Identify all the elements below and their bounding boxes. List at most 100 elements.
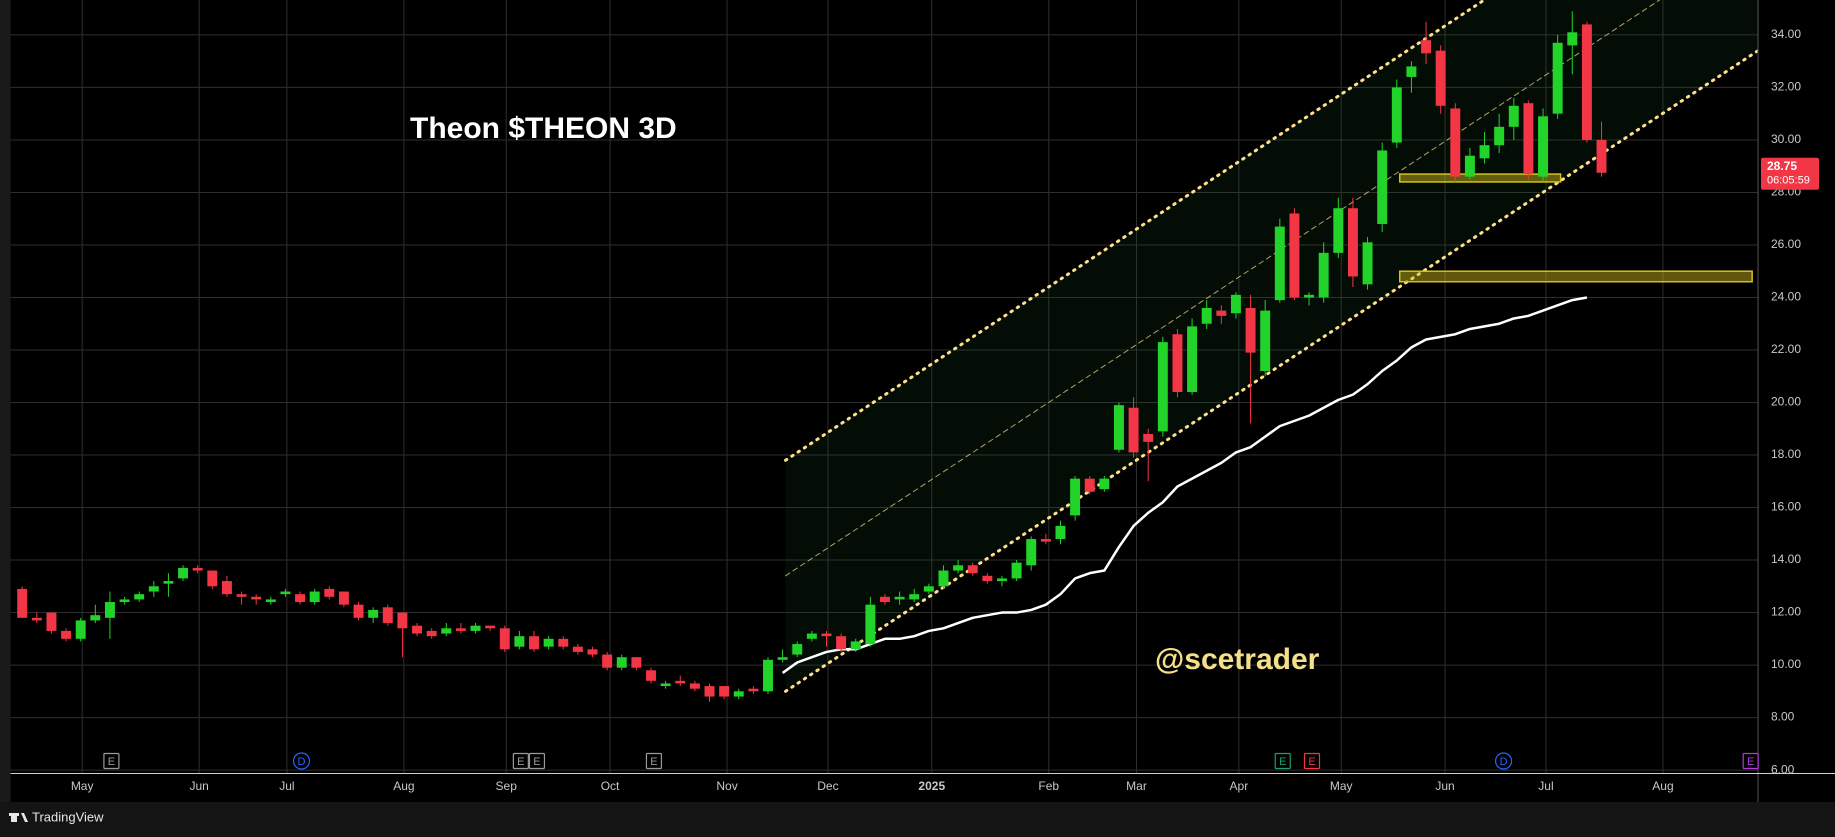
footer-logo: [9, 813, 28, 822]
event-label: E: [1279, 756, 1286, 768]
candle-body: [689, 683, 700, 689]
candle-body: [1026, 539, 1037, 566]
candle-body: [1596, 139, 1607, 173]
event-label: E: [1747, 756, 1754, 768]
event-marker[interactable]: E: [103, 752, 120, 770]
x-tick-label: Apr: [1230, 779, 1249, 793]
last-price-box: [1761, 157, 1819, 190]
candle-body: [1494, 126, 1505, 146]
candle-body: [1347, 208, 1358, 277]
x-tick-label: Feb: [1038, 779, 1059, 793]
event-marker[interactable]: D: [1494, 752, 1513, 770]
candle-body: [1245, 307, 1256, 353]
candle-body: [529, 636, 539, 650]
x-tick-label: 2025: [918, 779, 945, 793]
candle-body: [192, 567, 203, 571]
candle-body: [1508, 105, 1519, 127]
channel-upper: [784, 0, 1487, 462]
event-badge: [645, 752, 663, 770]
candle-body: [996, 578, 1007, 582]
y-tick-label: 32.00: [1771, 80, 1801, 94]
candle-body: [221, 581, 232, 595]
event-marker[interactable]: D: [292, 752, 311, 770]
event-marker[interactable]: E: [512, 752, 529, 770]
footer-brand[interactable]: TradingView: [32, 809, 104, 824]
candle-body: [1406, 66, 1417, 77]
candle-body: [938, 570, 949, 587]
candle-body: [163, 581, 174, 584]
candle-body: [61, 630, 72, 639]
candle-body: [75, 620, 86, 639]
candle-body: [1172, 334, 1183, 393]
candle-body: [17, 588, 28, 618]
event-badge: [1742, 752, 1759, 770]
candle-body: [953, 565, 964, 571]
event-marker[interactable]: E: [645, 752, 663, 770]
event-badge: [528, 752, 546, 770]
candle-body: [90, 615, 101, 621]
x-tick-label: Aug: [1652, 779, 1673, 793]
candle-body: [646, 670, 656, 681]
event-badge: [1303, 752, 1321, 770]
candle-body: [485, 625, 496, 629]
y-tick-label: 26.00: [1771, 237, 1801, 251]
candle-body: [792, 644, 803, 655]
candle-body: [31, 617, 42, 621]
event-label: E: [108, 756, 115, 768]
candle-body: [1260, 310, 1271, 371]
candle-body: [1450, 108, 1461, 177]
candle-body: [1391, 87, 1402, 143]
x-tick-label: Aug: [393, 779, 414, 793]
event-marker[interactable]: E: [1742, 752, 1759, 770]
candle-body: [119, 599, 130, 603]
candle-body: [821, 633, 832, 637]
event-label: E: [517, 756, 524, 768]
candle-body: [1289, 213, 1300, 298]
candle-body: [1523, 103, 1534, 175]
support-zone: [1398, 173, 1562, 183]
candle-body: [748, 688, 759, 692]
event-label: E: [650, 756, 657, 768]
footer-bar: [0, 802, 1835, 837]
candle-body: [309, 591, 320, 603]
candle-body: [338, 591, 349, 605]
event-badge: [1274, 752, 1291, 770]
candle-body: [777, 657, 788, 660]
event-marker[interactable]: E: [1274, 752, 1291, 770]
candle-body: [1084, 478, 1095, 492]
y-tick-label: 8.00: [1771, 710, 1795, 724]
candle-body: [1099, 478, 1110, 490]
candle-body: [865, 604, 876, 645]
x-tick-label: Dec: [817, 779, 838, 793]
x-tick-label: Jun: [1435, 779, 1454, 793]
candle-body: [426, 630, 437, 637]
channel-fill: [785, 0, 1758, 692]
candle-body: [1055, 525, 1066, 540]
event-badge: [512, 752, 529, 770]
candle-body: [236, 594, 247, 597]
candle-body: [1143, 434, 1154, 442]
event-marker[interactable]: E: [1303, 752, 1321, 770]
candle-body: [1552, 42, 1563, 114]
candle-body: [806, 633, 817, 639]
candle-body: [1421, 40, 1432, 54]
candle-body: [1318, 252, 1329, 298]
candle-body: [836, 636, 847, 650]
candle-body: [251, 596, 262, 600]
candle-body: [368, 609, 379, 618]
candle-body: [1435, 50, 1446, 106]
candle-body: [455, 628, 466, 631]
y-tick-label: 20.00: [1771, 395, 1801, 409]
event-marker[interactable]: E: [528, 752, 546, 770]
candle-body: [967, 565, 978, 574]
candle-body: [1216, 310, 1227, 316]
x-tick-label: Jun: [189, 779, 208, 793]
y-tick-label: 34.00: [1771, 27, 1801, 41]
candle-body: [587, 649, 598, 655]
x-tick-label: Oct: [601, 779, 620, 793]
candle-body: [1304, 294, 1315, 298]
x-tick-label: Nov: [716, 779, 737, 793]
candle-body: [412, 625, 423, 634]
candle-body: [894, 596, 905, 600]
